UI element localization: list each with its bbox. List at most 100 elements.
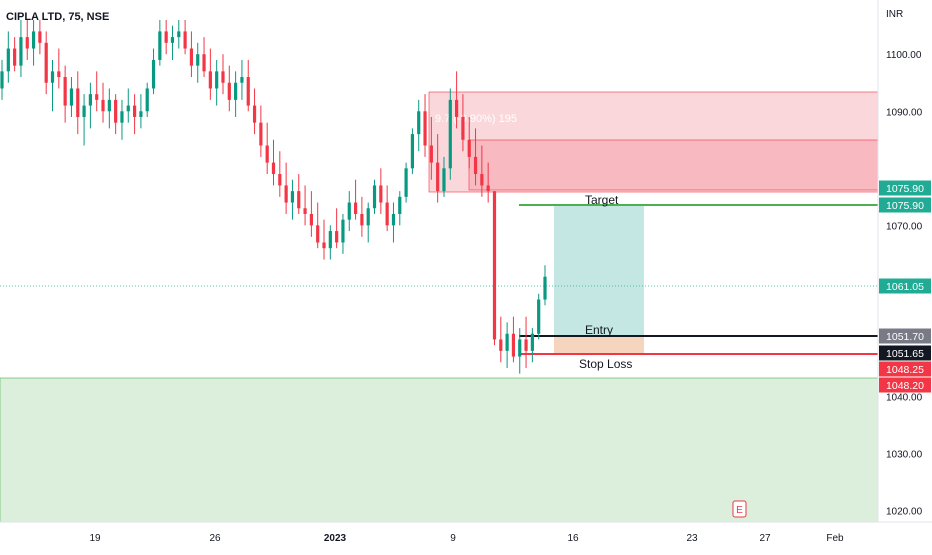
candle[interactable] bbox=[145, 82, 149, 117]
candle[interactable] bbox=[347, 191, 351, 232]
candle[interactable] bbox=[82, 94, 86, 146]
candle[interactable] bbox=[492, 191, 497, 346]
candle[interactable] bbox=[114, 94, 118, 135]
candle[interactable] bbox=[537, 293, 541, 340]
candle[interactable] bbox=[518, 328, 522, 374]
earnings-marker[interactable] bbox=[732, 500, 747, 518]
candle[interactable] bbox=[309, 191, 313, 237]
candle[interactable] bbox=[151, 48, 156, 95]
candle[interactable] bbox=[25, 20, 29, 60]
candle[interactable] bbox=[423, 94, 427, 157]
candle[interactable] bbox=[322, 219, 326, 260]
candle[interactable] bbox=[486, 162, 490, 203]
candle[interactable] bbox=[101, 82, 105, 123]
candle[interactable] bbox=[120, 99, 124, 140]
candle[interactable] bbox=[31, 20, 36, 66]
candle[interactable] bbox=[473, 128, 478, 186]
candle[interactable] bbox=[50, 59, 55, 112]
candle[interactable] bbox=[530, 328, 534, 363]
candle[interactable] bbox=[505, 322, 509, 368]
candle[interactable] bbox=[44, 31, 48, 95]
candle[interactable] bbox=[215, 59, 219, 106]
candle[interactable] bbox=[126, 88, 130, 123]
candle[interactable] bbox=[379, 168, 383, 214]
candle[interactable] bbox=[132, 94, 137, 135]
candle[interactable] bbox=[297, 174, 301, 214]
candle[interactable] bbox=[234, 71, 238, 117]
candle[interactable] bbox=[164, 20, 168, 55]
candle[interactable] bbox=[107, 88, 111, 129]
candle[interactable] bbox=[196, 42, 200, 83]
candle[interactable] bbox=[183, 20, 187, 55]
candle[interactable] bbox=[170, 25, 175, 60]
target-box[interactable] bbox=[554, 205, 644, 336]
candle[interactable] bbox=[57, 48, 61, 89]
candle[interactable] bbox=[227, 65, 231, 112]
candle[interactable] bbox=[341, 213, 345, 254]
candle[interactable] bbox=[442, 156, 446, 197]
candle[interactable] bbox=[328, 225, 332, 260]
candle[interactable] bbox=[271, 139, 276, 186]
candle[interactable] bbox=[316, 202, 320, 249]
candle[interactable] bbox=[480, 145, 484, 197]
candle[interactable] bbox=[88, 82, 92, 129]
candle[interactable] bbox=[63, 65, 67, 123]
candle[interactable] bbox=[202, 37, 206, 78]
candle[interactable] bbox=[240, 59, 244, 100]
candle[interactable] bbox=[524, 316, 528, 368]
price-axis-ticks: 1020.00 1030.00 1040.00 1070.00 1090.00 1100.… bbox=[886, 50, 923, 517]
candle[interactable] bbox=[499, 316, 503, 363]
candle[interactable] bbox=[246, 59, 250, 112]
candle[interactable] bbox=[543, 265, 547, 306]
candle-body bbox=[114, 99, 118, 123]
candle[interactable] bbox=[461, 94, 465, 152]
candles-layer[interactable] bbox=[0, 20, 547, 374]
candle-body bbox=[139, 111, 143, 117]
candle[interactable] bbox=[410, 128, 415, 175]
candle[interactable] bbox=[290, 179, 295, 220]
candle[interactable] bbox=[221, 54, 225, 95]
earnings-marker-label: E bbox=[736, 505, 743, 516]
candle[interactable] bbox=[467, 116, 471, 169]
candle[interactable] bbox=[95, 71, 99, 112]
candle[interactable] bbox=[278, 151, 282, 197]
candle[interactable] bbox=[372, 179, 377, 214]
candle[interactable] bbox=[38, 20, 42, 55]
candle[interactable] bbox=[0, 59, 4, 100]
time-axis[interactable] bbox=[0, 522, 932, 550]
candle[interactable] bbox=[252, 88, 257, 135]
candle[interactable] bbox=[391, 202, 396, 243]
candle[interactable] bbox=[177, 20, 181, 49]
stop-box[interactable] bbox=[554, 336, 644, 354]
candle[interactable] bbox=[385, 185, 389, 232]
candle[interactable] bbox=[208, 48, 212, 100]
candle[interactable] bbox=[455, 71, 459, 129]
candle[interactable] bbox=[13, 37, 17, 72]
candle[interactable] bbox=[6, 31, 10, 83]
candle[interactable] bbox=[511, 316, 516, 363]
candle[interactable] bbox=[448, 88, 452, 180]
candle[interactable] bbox=[259, 105, 263, 157]
candle[interactable] bbox=[158, 20, 162, 66]
candle[interactable] bbox=[398, 191, 402, 226]
candle[interactable] bbox=[335, 208, 339, 249]
price-axis[interactable] bbox=[878, 0, 932, 522]
symbol-title[interactable]: CIPLA LTD, 75, NSE bbox=[6, 11, 109, 23]
candle[interactable] bbox=[353, 179, 358, 220]
candle[interactable] bbox=[139, 94, 143, 129]
candle[interactable] bbox=[417, 99, 421, 152]
candle[interactable] bbox=[436, 134, 440, 203]
candle[interactable] bbox=[189, 31, 194, 78]
candle[interactable] bbox=[69, 77, 74, 117]
candle[interactable] bbox=[265, 122, 269, 175]
candle[interactable] bbox=[76, 71, 80, 135]
candle[interactable] bbox=[19, 20, 23, 78]
candle[interactable] bbox=[360, 196, 364, 237]
candle[interactable] bbox=[303, 185, 307, 226]
candle[interactable] bbox=[404, 162, 408, 203]
candle[interactable] bbox=[366, 202, 370, 243]
candle[interactable] bbox=[429, 116, 433, 180]
candle[interactable] bbox=[284, 162, 288, 214]
